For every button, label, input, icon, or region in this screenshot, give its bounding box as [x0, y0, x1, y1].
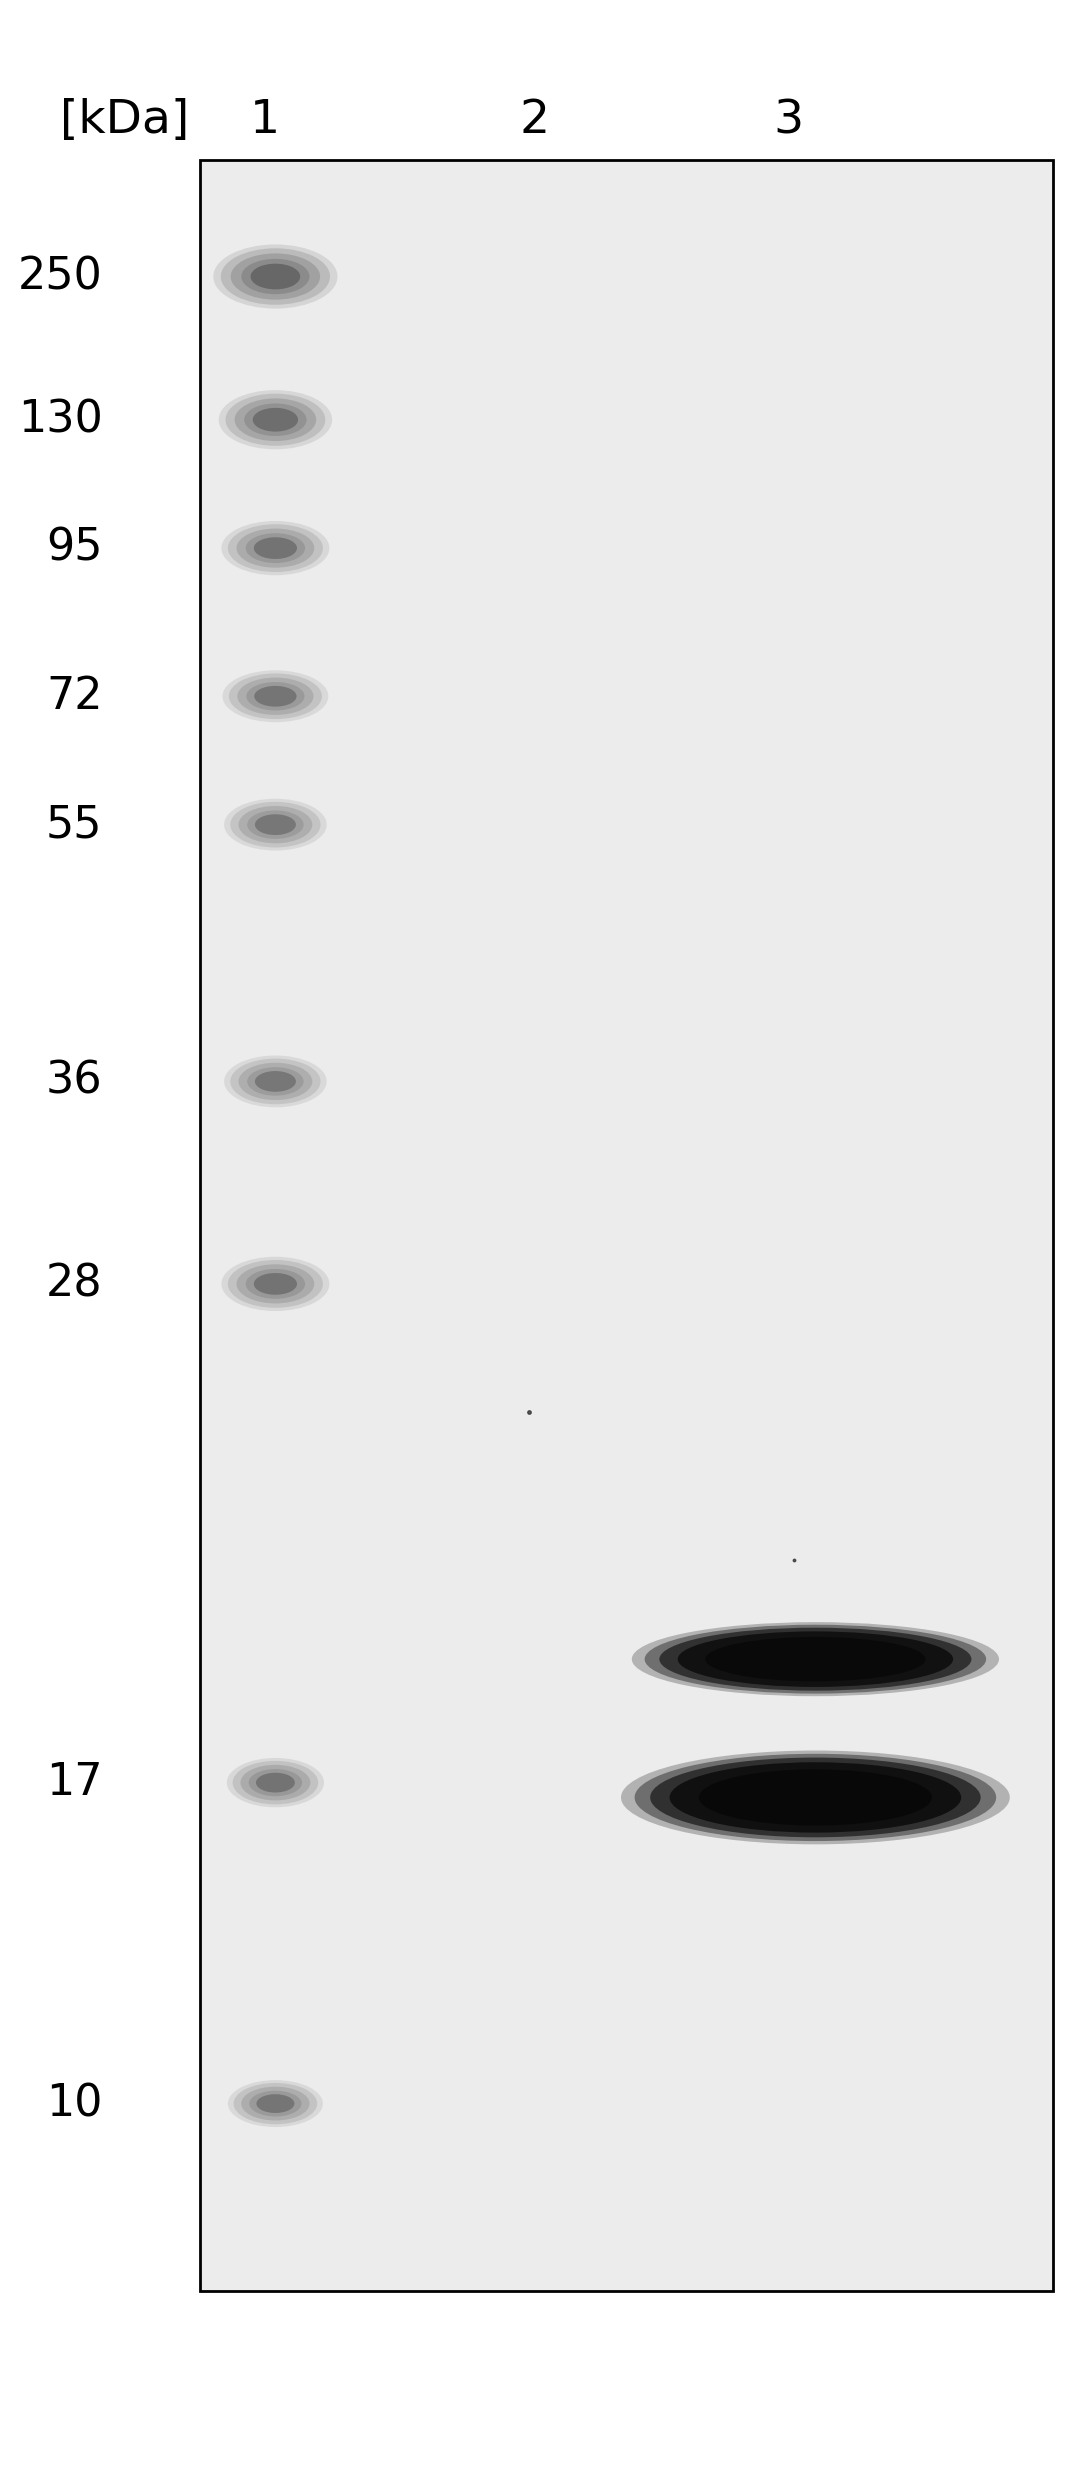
Text: 2: 2 — [519, 99, 550, 143]
Ellipse shape — [228, 523, 323, 573]
Ellipse shape — [645, 1625, 986, 1694]
Ellipse shape — [621, 1751, 1010, 1844]
Ellipse shape — [255, 1072, 296, 1091]
Ellipse shape — [254, 686, 297, 706]
Text: 28: 28 — [46, 1262, 103, 1306]
Ellipse shape — [247, 810, 303, 839]
Bar — [200, 160, 1053, 2291]
Ellipse shape — [249, 2091, 301, 2116]
Text: 250: 250 — [17, 254, 103, 299]
Ellipse shape — [256, 2094, 295, 2113]
Text: [kDa]: [kDa] — [59, 99, 189, 143]
Ellipse shape — [213, 244, 337, 309]
Ellipse shape — [237, 528, 314, 568]
Ellipse shape — [632, 1622, 999, 1696]
Ellipse shape — [231, 254, 320, 299]
Ellipse shape — [220, 249, 330, 304]
Ellipse shape — [237, 1264, 314, 1304]
Ellipse shape — [224, 797, 326, 849]
Ellipse shape — [254, 1274, 297, 1294]
Ellipse shape — [251, 264, 300, 289]
Ellipse shape — [222, 669, 328, 721]
Ellipse shape — [244, 402, 307, 437]
Ellipse shape — [221, 521, 329, 575]
Ellipse shape — [233, 2084, 318, 2123]
Text: 1: 1 — [249, 99, 280, 143]
Text: 95: 95 — [46, 526, 103, 570]
Bar — [200, 160, 1053, 2291]
Ellipse shape — [705, 1637, 926, 1681]
Ellipse shape — [239, 805, 312, 844]
Ellipse shape — [650, 1758, 981, 1837]
Text: 36: 36 — [46, 1059, 103, 1104]
Ellipse shape — [246, 681, 305, 711]
Ellipse shape — [241, 1765, 310, 1800]
Ellipse shape — [659, 1627, 972, 1691]
Ellipse shape — [229, 674, 322, 718]
Ellipse shape — [230, 802, 321, 847]
Text: 72: 72 — [46, 674, 103, 718]
Ellipse shape — [678, 1632, 953, 1686]
Ellipse shape — [253, 407, 298, 432]
Ellipse shape — [218, 390, 333, 449]
Ellipse shape — [247, 1067, 303, 1096]
Ellipse shape — [699, 1770, 932, 1825]
Ellipse shape — [232, 1760, 319, 1805]
Ellipse shape — [226, 393, 325, 447]
Ellipse shape — [256, 1773, 295, 1792]
Ellipse shape — [248, 1768, 302, 1797]
Ellipse shape — [670, 1763, 961, 1832]
Ellipse shape — [228, 1259, 323, 1309]
Ellipse shape — [230, 1059, 321, 1104]
Ellipse shape — [221, 1257, 329, 1311]
Ellipse shape — [234, 398, 316, 442]
Text: 55: 55 — [46, 802, 103, 847]
Ellipse shape — [239, 1062, 312, 1101]
Text: 130: 130 — [17, 398, 103, 442]
Ellipse shape — [224, 1054, 326, 1106]
Text: 3: 3 — [773, 99, 804, 143]
Ellipse shape — [635, 1753, 996, 1842]
Ellipse shape — [241, 2086, 310, 2121]
Text: 17: 17 — [46, 1760, 103, 1805]
Ellipse shape — [255, 815, 296, 835]
Ellipse shape — [238, 677, 313, 716]
Ellipse shape — [241, 259, 310, 294]
Ellipse shape — [246, 533, 305, 563]
Ellipse shape — [227, 1758, 324, 1807]
Ellipse shape — [228, 2079, 323, 2126]
Ellipse shape — [254, 538, 297, 558]
Text: 10: 10 — [46, 2081, 103, 2126]
Ellipse shape — [246, 1269, 305, 1299]
